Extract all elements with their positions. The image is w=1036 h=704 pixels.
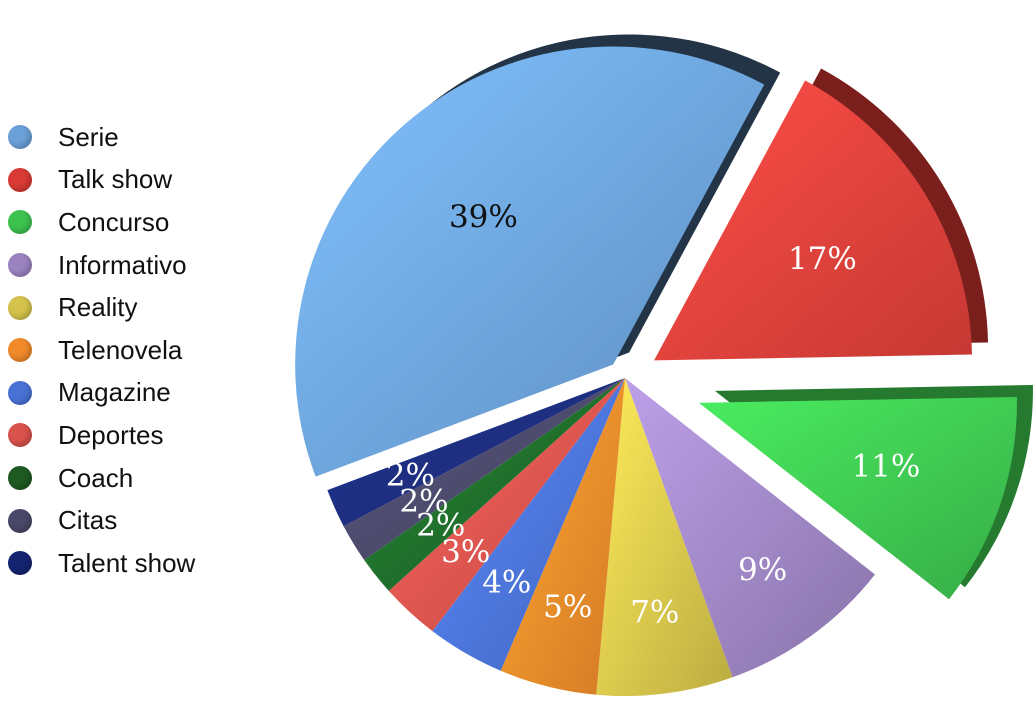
legend-item-reality: Reality xyxy=(8,286,258,329)
pie-slice-talent-show xyxy=(327,378,625,527)
legend-item-concurso: Concurso xyxy=(8,201,258,244)
legend-item-coach: Coach xyxy=(8,457,258,500)
pie-label-telenovela: 5% xyxy=(543,589,592,625)
legend-swatch-telenovela xyxy=(8,338,32,363)
pie-label-talk-show: 17% xyxy=(788,241,857,277)
legend-swatch-talk-show xyxy=(8,167,32,192)
pie-slice-concurso xyxy=(698,397,1017,600)
pie-slice-talk-show xyxy=(654,80,972,361)
pie-slice-deportes xyxy=(388,378,625,632)
legend-swatch-talent-show xyxy=(8,551,32,576)
legend-swatch-informativo xyxy=(8,253,32,278)
pie-slice-citas xyxy=(343,378,625,560)
legend-label-citas: Citas xyxy=(58,505,118,536)
pie-label-citas: 2% xyxy=(399,483,448,519)
legend-item-talk-show: Talk show xyxy=(8,159,258,202)
legend-item-talent-show: Talent show xyxy=(8,542,258,585)
legend-item-informativo: Informativo xyxy=(8,244,258,287)
pie-label-deportes: 3% xyxy=(441,534,490,570)
legend-label-concurso: Concurso xyxy=(58,206,170,237)
legend-label-deportes: Deportes xyxy=(58,419,164,450)
legend-label-talent-show: Talent show xyxy=(58,547,196,578)
legend-label-coach: Coach xyxy=(58,462,134,493)
pie-label-informativo: 9% xyxy=(738,552,787,588)
pie-slice-telenovela xyxy=(500,378,625,695)
legend-swatch-deportes xyxy=(8,423,32,448)
legend-label-serie: Serie xyxy=(58,121,119,152)
pie-label-reality: 7% xyxy=(630,594,679,630)
legend-label-informativo: Informativo xyxy=(58,249,187,280)
legend-item-deportes: Deportes xyxy=(8,414,258,457)
pie-label-concurso: 11% xyxy=(851,449,920,485)
legend-item-magazine: Magazine xyxy=(8,372,258,415)
legend-item-serie: Serie xyxy=(8,116,258,159)
legend-swatch-concurso xyxy=(8,210,32,235)
legend-swatch-citas xyxy=(8,508,32,533)
pie-label-coach: 2% xyxy=(416,507,465,543)
legend-swatch-magazine xyxy=(8,380,32,405)
pie-slice-reality xyxy=(596,378,733,697)
pie-slices-layer xyxy=(295,46,1017,697)
pie-label-magazine: 4% xyxy=(482,565,531,601)
legend-swatch-coach xyxy=(8,466,32,491)
pie-labels-layer: 39%17%11%9%7%5%4%3%2%2%2% xyxy=(386,199,921,630)
pie-slice-serie xyxy=(295,46,765,477)
pie-slice-informativo xyxy=(625,378,875,678)
legend-item-telenovela: Telenovela xyxy=(8,329,258,372)
legend-swatch-serie xyxy=(8,125,32,150)
pie-slice-magazine xyxy=(432,378,625,671)
pie-label-serie: 39% xyxy=(449,199,518,235)
pie-label-talent-show: 2% xyxy=(386,458,435,494)
legend-label-reality: Reality xyxy=(58,292,138,323)
legend-item-citas: Citas xyxy=(8,499,258,542)
chart-legend: Serie Talk show Concurso Informativo Rea… xyxy=(8,116,258,585)
legend-label-telenovela: Telenovela xyxy=(58,334,183,365)
legend-label-talk-show: Talk show xyxy=(58,164,173,195)
legend-label-magazine: Magazine xyxy=(58,377,171,408)
legend-swatch-reality xyxy=(8,295,32,320)
pie-slice-coach xyxy=(364,378,625,591)
